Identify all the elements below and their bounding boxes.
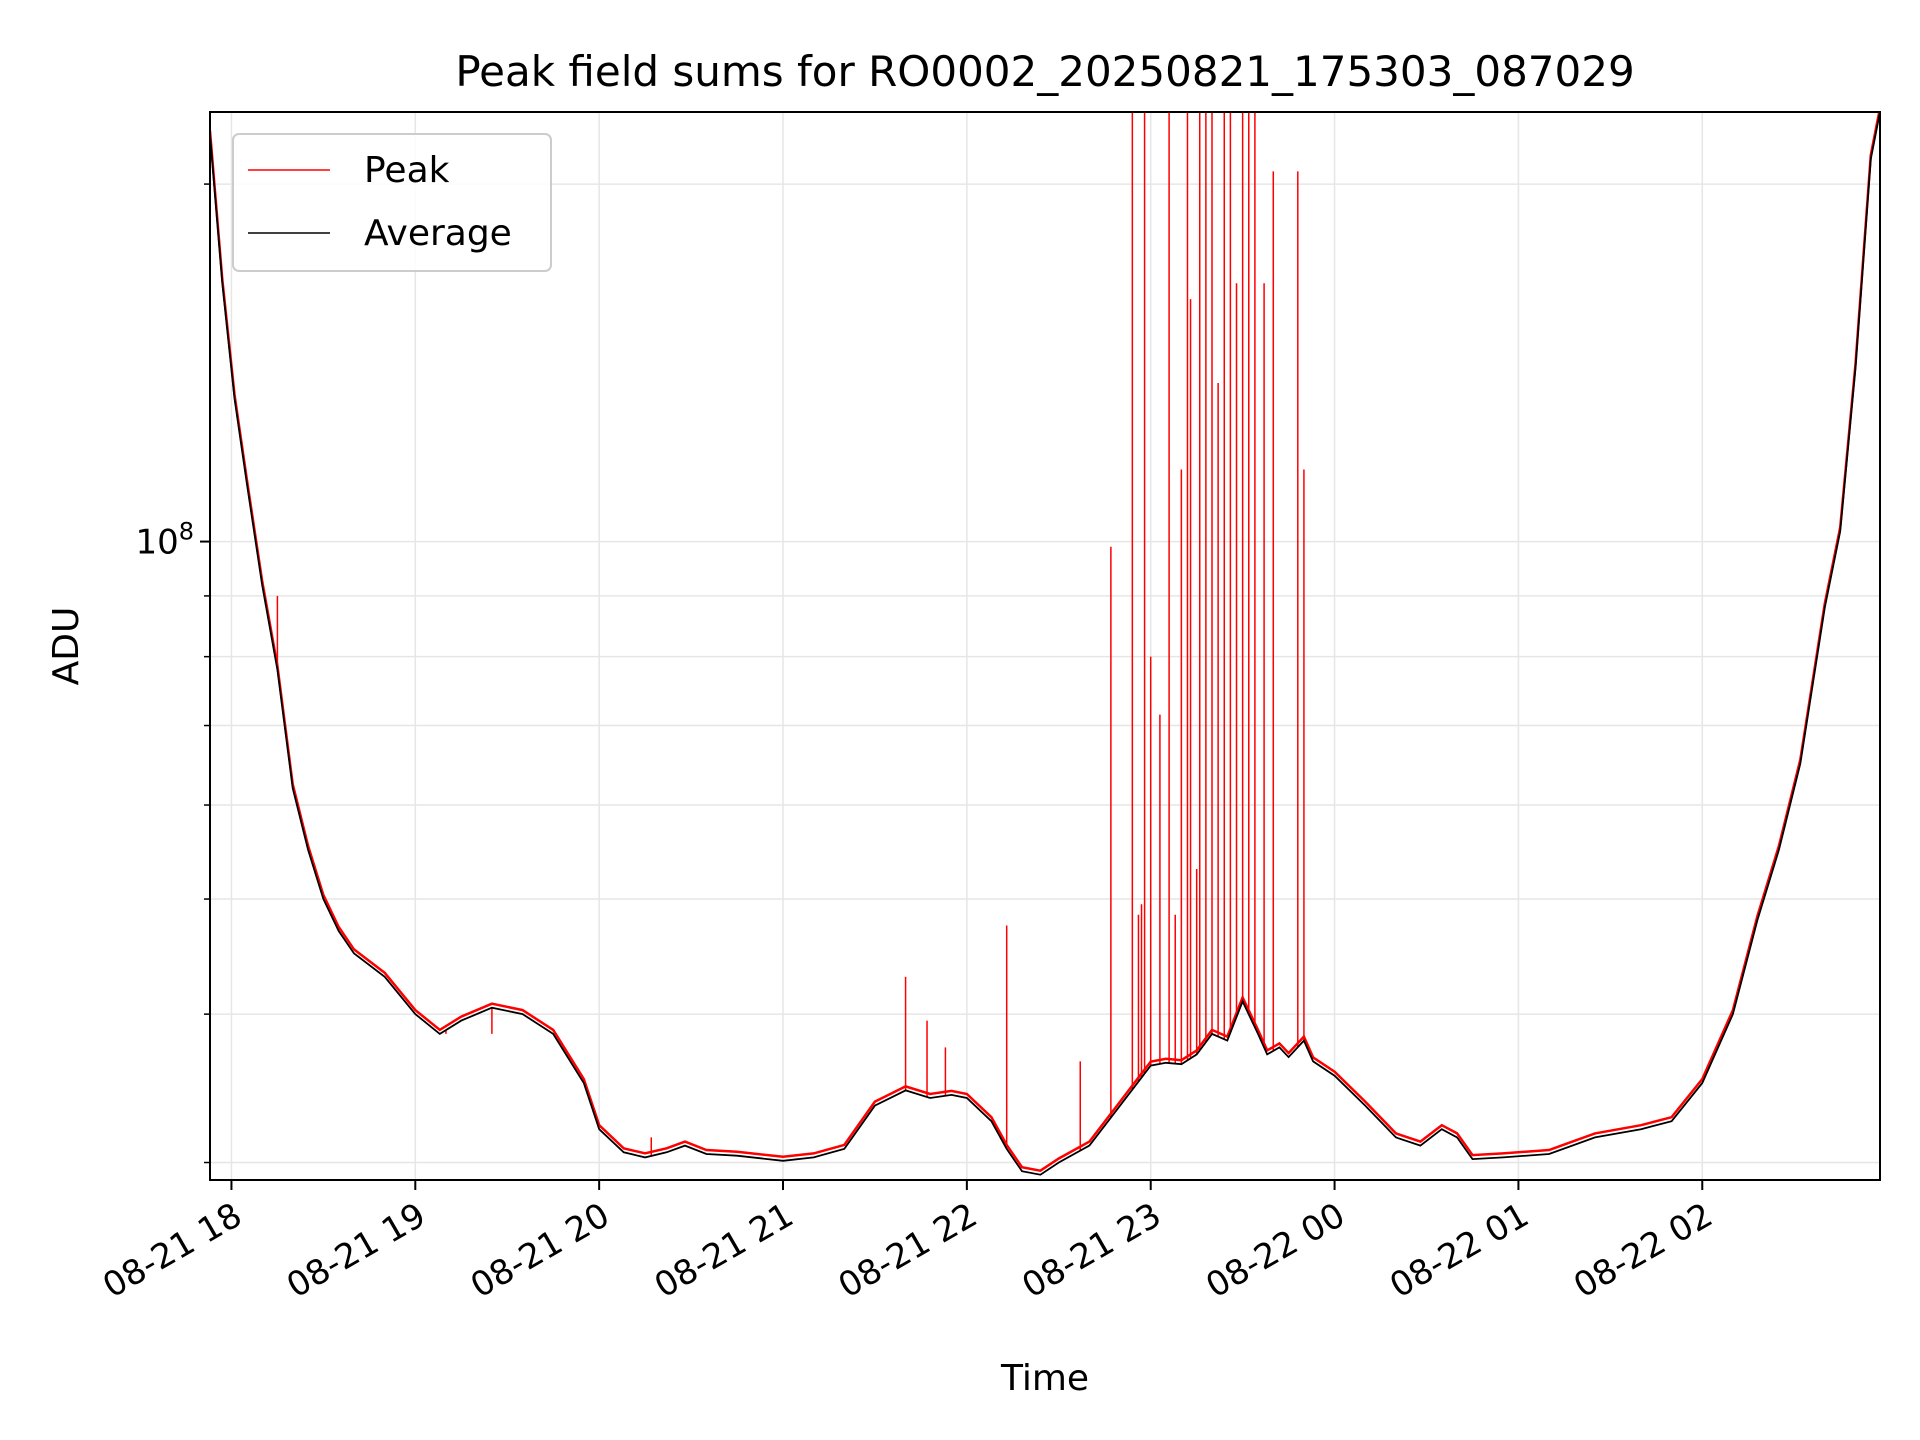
grid-layer [210,112,1880,1180]
legend-average-label: Average [364,213,512,254]
average-line [210,112,1880,1176]
y-axis-label: ADU [46,607,87,686]
legend-peak-label: Peak [364,150,450,191]
chart-title: Peak field sums for RO0002_20250821_1753… [455,47,1634,96]
x-axis-label: Time [1000,1358,1089,1399]
y-major-tick-label: 108 [135,518,194,563]
y-axis: 108 [135,183,210,1164]
legend-box [232,133,552,272]
series-layer [210,112,1880,1176]
plot-frame [209,111,1881,1181]
peak-line [210,112,1880,1173]
legend: Peak Average [232,133,552,272]
